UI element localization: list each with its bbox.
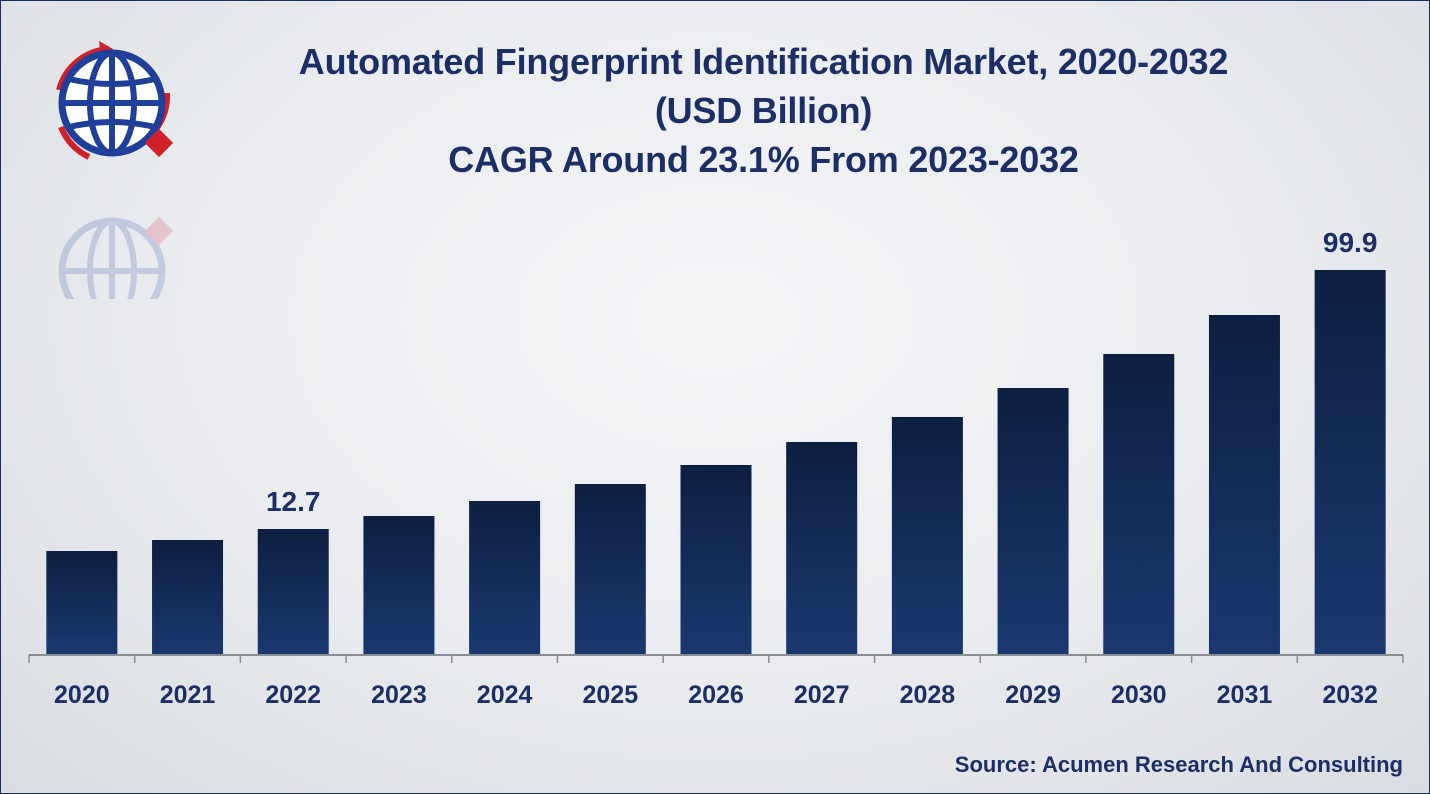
bar-2026 [680,465,752,655]
bar-2032 [1314,270,1386,655]
x-tick-label: 2022 [265,681,321,709]
source-note: Source: Acumen Research And Consulting [954,752,1403,777]
bar-2029 [997,388,1069,655]
globe-logo-icon [39,35,185,175]
x-tick-label: 2025 [582,681,638,709]
x-tick-label: 2030 [1111,681,1167,709]
bar-2020 [46,551,118,655]
x-tick-label: 2021 [160,681,216,709]
bar-2030 [1103,354,1175,655]
x-tick-label: 2027 [794,681,850,709]
bar-2025 [574,484,646,655]
bar-2028 [891,417,963,655]
title-line-2: (USD Billion) [654,90,873,131]
chart-title: Automated Fingerprint Identification Mar… [201,37,1326,184]
x-tick-label: 2032 [1322,681,1378,709]
x-tick-label: 2031 [1217,681,1273,709]
title-line-1: Automated Fingerprint Identification Mar… [298,41,1229,82]
x-tick-label: 2029 [1005,681,1061,709]
bar-2024 [469,501,541,655]
data-label: 12.7 [266,486,321,517]
title-line-3: CAGR Around 23.1% From 2023-2032 [448,139,1079,180]
logo-reflection [39,199,185,299]
x-tick-label: 2024 [477,681,533,709]
data-label: 99.9 [1323,227,1378,258]
bar-2021 [152,540,224,655]
bar-2023 [363,516,435,655]
x-tick-label: 2023 [371,681,427,709]
bar-2022 [257,529,329,655]
x-tick-label: 2028 [900,681,956,709]
bar-2031 [1208,315,1280,655]
x-tick-label: 2026 [688,681,744,709]
bar-2027 [786,442,858,655]
x-tick-label: 2020 [54,681,110,709]
